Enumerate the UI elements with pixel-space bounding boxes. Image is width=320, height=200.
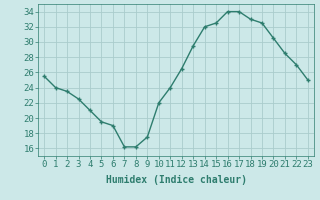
X-axis label: Humidex (Indice chaleur): Humidex (Indice chaleur)	[106, 175, 246, 185]
